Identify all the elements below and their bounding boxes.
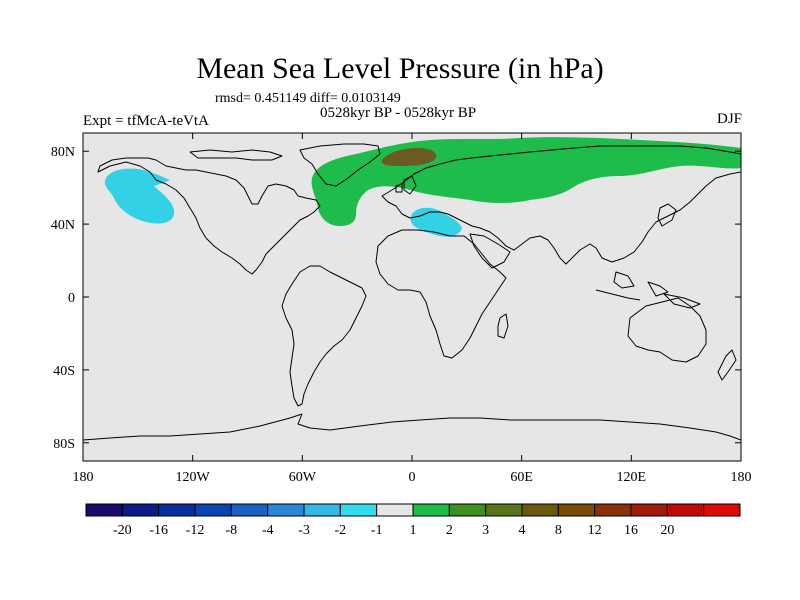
colorbar-label-12: 8 — [555, 523, 562, 538]
colorbar-swatch-13 — [557, 503, 596, 517]
coastlines — [83, 143, 741, 441]
coastline-arctic-islands — [189, 149, 283, 161]
colorbar-swatch-1 — [121, 503, 160, 517]
coastline-arabia — [469, 233, 511, 269]
lon-label-4: 60E — [510, 470, 533, 485]
colorbar-label-5: -3 — [298, 523, 310, 538]
colorbar-label-14: 16 — [624, 523, 638, 538]
lat-label-4: 80S — [53, 437, 75, 452]
lon-label-3: 0 — [409, 470, 416, 485]
lon-label-0: 180 — [73, 470, 94, 485]
colorbar-label-1: -16 — [149, 523, 168, 538]
season-label: DJF — [716, 111, 742, 127]
colorbar: -20 -16 -12 -8 -4 -3 -2 -1 1 2 3 4 8 12 16 20 — [85, 503, 741, 538]
colorbar-label-9: 2 — [446, 523, 453, 538]
colorbar-swatch-10 — [448, 503, 487, 517]
colorbar-label-11: 4 — [519, 523, 526, 538]
colorbar-swatch-4 — [230, 503, 269, 517]
period-label: 0528kyr BP - 0528kyr BP — [320, 105, 477, 121]
colorbar-label-3: -8 — [225, 523, 237, 538]
lat-label-2: 0 — [68, 291, 75, 306]
colorbar-swatch-9 — [412, 503, 450, 517]
colorbar-label-6: -2 — [334, 523, 346, 538]
colorbar-swatch-8 — [376, 503, 414, 517]
stats-label: rmsd= 0.451149 diff= 0.0103149 — [215, 91, 401, 106]
colorbar-swatch-2 — [158, 503, 196, 517]
coastline-indonesia — [595, 271, 701, 309]
lon-label-6: 180 — [731, 470, 752, 485]
colorbar-swatch-14 — [594, 503, 632, 517]
colorbar-swatch-5 — [267, 503, 305, 517]
colorbar-swatch-3 — [194, 503, 232, 517]
coastline-australia — [627, 297, 707, 363]
coastline-south-america — [281, 265, 367, 407]
lon-label-1: 120W — [176, 470, 211, 485]
colorbar-swatch-11 — [485, 503, 523, 517]
coastline-madagascar — [497, 313, 509, 339]
colorbar-label-8: 1 — [410, 523, 417, 538]
colorbar-label-13: 12 — [588, 523, 602, 538]
colorbar-label-0: -20 — [113, 523, 132, 538]
colorbar-swatch-12 — [521, 503, 559, 517]
anomaly-scandinavia — [381, 148, 437, 166]
colorbar-label-7: -1 — [371, 523, 383, 538]
axis-ticks: 180 120W 60W 0 60E 120E 180 80N 40N 0 40S 80S — [51, 133, 752, 485]
coastline-antarctica — [83, 413, 741, 441]
lon-label-5: 120E — [617, 470, 647, 485]
lat-label-3: 40S — [53, 364, 75, 379]
lon-label-2: 60W — [289, 470, 317, 485]
anomaly-north-pacific — [104, 168, 175, 224]
colorbar-label-15: 20 — [660, 523, 674, 538]
coastline-japan — [657, 203, 677, 227]
colorbar-swatch-17 — [703, 503, 741, 517]
coastline-north-america — [97, 157, 321, 275]
coastline-british-isles — [395, 175, 417, 195]
anomaly-layer — [104, 137, 741, 237]
colorbar-label-4: -4 — [262, 523, 274, 538]
lat-label-0: 80N — [51, 145, 75, 160]
lat-label-1: 40N — [51, 218, 75, 233]
colorbar-swatch-6 — [303, 503, 341, 517]
colorbar-label-10: 3 — [482, 523, 489, 538]
colorbar-swatch-16 — [666, 503, 705, 517]
colorbar-swatch-0 — [85, 503, 123, 517]
coastline-greenland — [299, 143, 381, 187]
coastline-new-zealand — [717, 349, 737, 381]
experiment-label: Expt = tfMcA-teVtA — [83, 113, 209, 129]
colorbar-swatch-7 — [339, 503, 378, 517]
colorbar-swatch-15 — [630, 503, 668, 517]
colorbar-label-2: -12 — [186, 523, 205, 538]
chart-title: Mean Sea Level Pressure (in hPa) — [196, 52, 604, 85]
coastline-africa — [375, 229, 507, 359]
coastline-eurasia — [381, 145, 741, 265]
